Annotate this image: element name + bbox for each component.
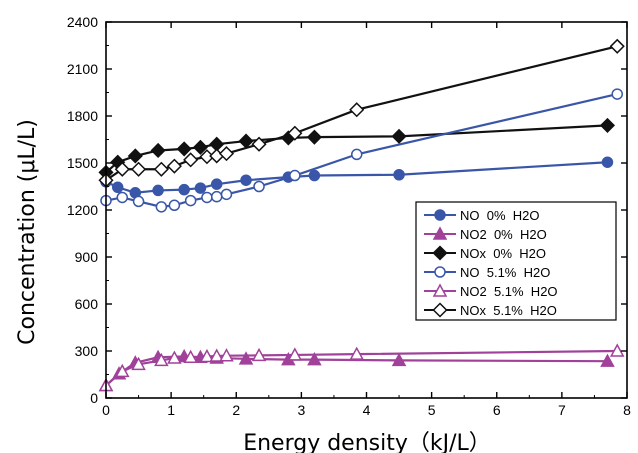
y-tick-label: 300: [75, 343, 99, 359]
series-4: [100, 88, 623, 213]
data-point: [210, 178, 223, 190]
data-point: [209, 348, 224, 362]
legend-marker: [432, 283, 448, 297]
legend-label: NO2 0% H2O: [460, 227, 547, 242]
data-point: [253, 180, 265, 193]
data-point: [116, 191, 129, 204]
data-point: [240, 174, 252, 186]
data-point: [131, 161, 147, 177]
data-point: [192, 139, 208, 155]
data-point: [176, 141, 192, 157]
y-tick-label: 600: [75, 296, 99, 312]
x-tick-label: 3: [297, 402, 305, 418]
data-point: [391, 352, 407, 367]
data-point: [199, 348, 215, 363]
data-point: [152, 184, 164, 197]
legend-marker: [432, 302, 448, 318]
data-point: [153, 161, 169, 177]
series-3: [98, 117, 616, 180]
data-point: [178, 183, 190, 196]
data-point: [609, 343, 625, 357]
series-1: [100, 156, 614, 199]
y-tick-label: 900: [75, 249, 99, 265]
y-tick-label: 0: [90, 390, 98, 406]
legend-label: NOx 5.1% H2O: [460, 303, 557, 318]
data-point: [166, 158, 182, 174]
data-point: [308, 169, 321, 182]
data-point: [220, 188, 233, 201]
data-point: [218, 146, 235, 162]
x-tick-label: 5: [428, 402, 436, 418]
x-tick-label: 7: [558, 402, 566, 418]
x-tick-label: 6: [493, 402, 501, 418]
data-point: [393, 169, 405, 181]
data-point: [600, 353, 615, 367]
series-6: [98, 38, 625, 188]
x-tick-label: 4: [363, 402, 371, 418]
y-tick-label: 1500: [67, 155, 98, 171]
axes: 0 1 2 3 4 5 6 7 8 0 300 600 900 1200 1500 1800 2100 2400: [67, 14, 631, 418]
data-point: [349, 346, 364, 360]
data-point: [167, 350, 182, 364]
data-point: [306, 129, 322, 145]
data-point: [601, 156, 614, 168]
y-tick-label: 1800: [67, 108, 98, 124]
data-point: [154, 352, 169, 367]
data-point: [238, 351, 254, 365]
x-tick-label: 1: [167, 402, 175, 418]
data-point: [391, 128, 407, 144]
y-tick-label: 2400: [67, 14, 98, 30]
legend-label: NO2 5.1% H2O: [460, 284, 558, 299]
data-point: [289, 169, 301, 182]
data-point: [184, 194, 197, 207]
data-point: [219, 348, 234, 362]
legend-marker: [432, 245, 448, 261]
data-point: [183, 152, 199, 168]
legend-marker: [434, 266, 446, 278]
data-point: [168, 199, 181, 212]
legend-label: NO 0% H2O: [460, 208, 539, 223]
data-point: [349, 102, 365, 118]
data-point: [201, 191, 213, 204]
data-point: [599, 117, 616, 133]
data-point: [150, 142, 166, 159]
data-point: [307, 352, 322, 366]
legend-label: NO 5.1% H2O: [460, 265, 550, 280]
data-point: [350, 148, 363, 161]
data-point: [131, 356, 146, 371]
x-tick-label: 8: [623, 402, 631, 418]
data-point: [287, 125, 303, 141]
y-axis-title: Concentration (μL/L): [15, 119, 40, 345]
data-point: [115, 363, 130, 378]
data-point: [127, 148, 143, 164]
data-point: [183, 349, 198, 364]
series-layer: [98, 38, 625, 392]
data-point: [194, 182, 207, 194]
data-point: [210, 190, 223, 203]
x-tick-label: 0: [102, 402, 110, 418]
legend-marker: [432, 226, 448, 240]
y-tick-label: 1200: [67, 202, 98, 218]
y-tick-label: 2100: [67, 61, 98, 77]
data-point: [287, 347, 303, 361]
x-axis-title: Energy density（kJ/L）: [243, 431, 491, 453]
data-point: [251, 136, 267, 152]
legend-marker: [434, 209, 446, 221]
data-point: [251, 347, 267, 362]
x-tick-label: 2: [232, 402, 240, 418]
data-point: [155, 201, 168, 213]
data-point: [611, 88, 623, 100]
legend: NO 0% H2O NO2 0% H2O NOx 0% H2O NO 5.1% H2O…: [415, 201, 617, 321]
legend-box: [415, 201, 617, 321]
data-point: [114, 161, 130, 177]
series-5: [98, 343, 625, 392]
data-point: [111, 181, 124, 194]
series-line: [105, 45, 618, 182]
data-point: [132, 195, 145, 208]
legend-label: NOx 0% H2O: [460, 246, 546, 261]
data-point: [609, 38, 625, 54]
